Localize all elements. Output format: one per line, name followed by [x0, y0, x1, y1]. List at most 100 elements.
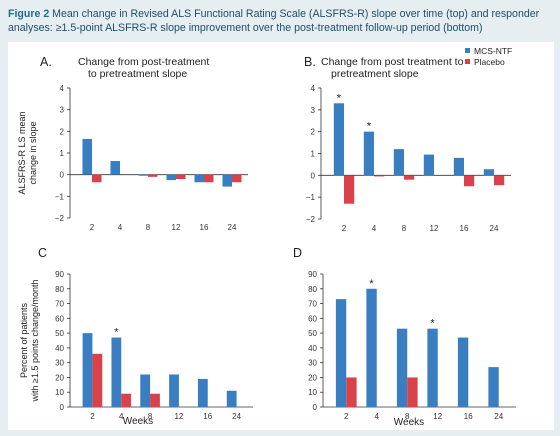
x-tick-label: 12 [430, 224, 439, 233]
panel-title-line: pretreatment slope [331, 68, 419, 80]
legend-swatch-placebo [465, 59, 470, 64]
y-tick-label: 90 [308, 270, 317, 279]
y-tick-label: 3 [311, 106, 316, 115]
y-tick-label: 70 [308, 300, 317, 309]
legend-label-mcs-ntf: MCS-NTF [474, 46, 512, 56]
bar-mcs-ntf [138, 174, 148, 176]
bar-mcs-ntf [393, 149, 404, 176]
bar-mcs-ntf [169, 374, 179, 407]
x-tick-label: 16 [460, 224, 469, 233]
y-tick-label: 3 [60, 106, 65, 115]
bar-placebo [204, 174, 214, 183]
y-tick-label: 0 [60, 403, 65, 412]
y-tick-label: 30 [55, 359, 64, 368]
panel-title-line: Change from post treatment to [321, 56, 464, 68]
bar-placebo [232, 174, 242, 183]
bar-placebo [92, 174, 102, 183]
y-tick-label: 70 [55, 300, 64, 309]
panel-letter: D [293, 246, 302, 260]
y-tick-label: 90 [55, 270, 64, 279]
significance-star: * [337, 92, 342, 104]
x-tick-label: 2 [344, 412, 349, 421]
y-tick-label: 80 [308, 285, 317, 294]
y-tick-label: 0 [60, 171, 65, 180]
y-tick-label: 40 [308, 344, 317, 353]
x-axis-label: Weeks [394, 417, 424, 428]
y-tick-label: 10 [55, 388, 64, 397]
x-tick-label: 12 [172, 223, 181, 232]
x-tick-label: 2 [342, 224, 347, 233]
y-tick-label: 30 [308, 359, 317, 368]
x-tick-label: 8 [146, 223, 151, 232]
bar-mcs-ntf [427, 328, 438, 407]
bar-placebo [494, 175, 505, 186]
y-tick-label: 10 [308, 388, 317, 397]
x-tick-label: 24 [228, 223, 237, 232]
panel-letter: A. [40, 55, 52, 69]
y-axis-label: ALSFRS-R LS mean [17, 111, 27, 194]
bar-mcs-ntf [111, 337, 122, 407]
bar-placebo [176, 174, 186, 179]
x-tick-label: 2 [90, 223, 95, 232]
y-tick-label: −1 [306, 193, 316, 202]
bar-placebo [344, 175, 355, 204]
x-tick-label: 16 [200, 223, 209, 232]
y-tick-label: 0 [313, 403, 318, 412]
figure-label: Figure 2 [8, 8, 50, 20]
y-tick-label: 50 [55, 329, 64, 338]
x-tick-label: 4 [375, 412, 380, 421]
y-tick-label: 60 [55, 314, 64, 323]
x-tick-label: 16 [203, 412, 212, 421]
y-tick-label: 40 [55, 344, 64, 353]
bar-mcs-ntf [222, 174, 232, 187]
bar-mcs-ntf [423, 154, 434, 176]
bar-placebo [346, 377, 357, 407]
y-axis-label: change in slope [28, 121, 38, 184]
bar-mcs-ntf [453, 157, 464, 176]
y-tick-label: 2 [60, 127, 65, 136]
panel-title-line: to pretreatment slope [88, 68, 187, 80]
y-axis-label: Percent of patients [19, 302, 29, 378]
bar-placebo [92, 353, 103, 407]
x-tick-label: 24 [232, 412, 241, 421]
bar-mcs-ntf [363, 131, 374, 176]
figure-caption-text: Mean change in Revised ALS Functional Ra… [8, 8, 540, 34]
chart-panel-d: D 0 10 20 30 40 50 60 70 80 90 2 * 4 8 * 12 16 24 Weeks [293, 246, 516, 428]
bar-placebo [407, 377, 418, 407]
x-tick-label: 12 [433, 412, 442, 421]
y-tick-label: 80 [55, 285, 64, 294]
x-tick-label: 4 [372, 224, 377, 233]
significance-star: * [430, 318, 435, 330]
x-tick-label: 4 [118, 223, 123, 232]
bar-mcs-ntf [483, 169, 494, 176]
bar-mcs-ntf [457, 337, 469, 407]
bar-mcs-ntf [166, 174, 176, 181]
bar-placebo [150, 393, 160, 407]
x-tick-label: 8 [405, 412, 410, 421]
x-tick-label: 24 [490, 224, 499, 233]
x-tick-label: 4 [119, 412, 124, 421]
chart-panel-c: C 0 10 20 30 40 50 60 70 80 90 Percent of patients w… [19, 246, 253, 427]
bar-placebo [374, 175, 385, 177]
bar-placebo [464, 175, 475, 187]
y-tick-label: 1 [60, 149, 65, 158]
bar-mcs-ntf [366, 288, 377, 407]
significance-star: * [369, 278, 374, 290]
bar-mcs-ntf [488, 367, 499, 407]
y-tick-label: −2 [55, 214, 65, 223]
bar-mcs-ntf [396, 328, 408, 407]
figure-card: A. Change from post-treatment to pretreatm… [8, 42, 554, 430]
y-tick-label: 4 [311, 84, 316, 93]
bar-mcs-ntf [194, 174, 204, 183]
bar-mcs-ntf [110, 161, 120, 175]
y-axis-label: with ≥1.5 points change/month [30, 279, 40, 402]
panel-title-line: Change from post-treatment [78, 56, 209, 68]
x-axis-label: Weeks [123, 416, 153, 427]
legend-swatch-mcs-ntf [465, 48, 470, 53]
significance-star: * [367, 121, 372, 133]
y-tick-label: 50 [308, 329, 317, 338]
bar-mcs-ntf [140, 374, 151, 407]
